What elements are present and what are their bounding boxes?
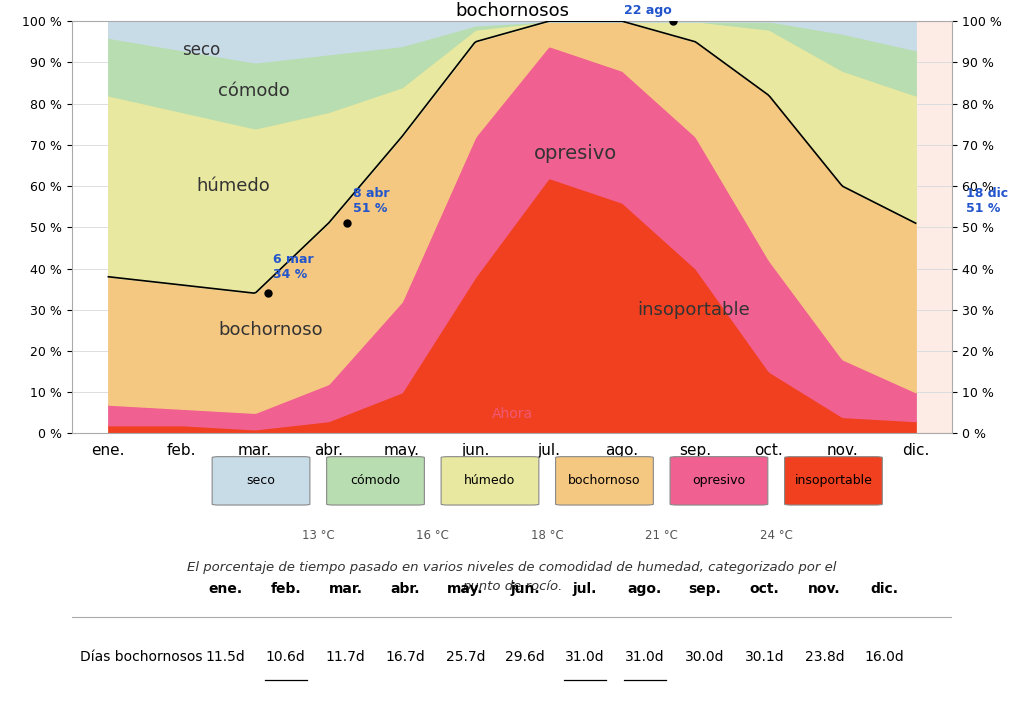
Text: cómodo: cómodo [350, 474, 400, 487]
Text: 24 °C: 24 °C [760, 529, 793, 542]
Text: mar.: mar. [329, 582, 362, 596]
Text: sep.: sep. [688, 582, 721, 596]
Text: 8 abr
51 %: 8 abr 51 % [352, 187, 389, 215]
Text: 16.0d: 16.0d [864, 650, 904, 665]
Text: 25.7d: 25.7d [445, 650, 485, 665]
Text: 23.8d: 23.8d [805, 650, 845, 665]
Text: cómodo: cómodo [218, 82, 290, 100]
Text: 18 °C: 18 °C [530, 529, 563, 542]
Text: bochornoso: bochornoso [218, 322, 324, 339]
Text: abr.: abr. [391, 582, 420, 596]
Text: opresivo: opresivo [692, 474, 745, 487]
Text: seco: seco [247, 474, 275, 487]
Text: húmedo: húmedo [197, 177, 270, 195]
Text: ene.: ene. [209, 582, 243, 596]
Text: ago.: ago. [628, 582, 663, 596]
Text: insoportable: insoportable [795, 474, 872, 487]
FancyBboxPatch shape [327, 457, 424, 505]
Text: 13 °C: 13 °C [302, 529, 335, 542]
Text: 18 dic
51 %: 18 dic 51 % [966, 187, 1008, 215]
Text: nov.: nov. [808, 582, 841, 596]
Text: 29.6d: 29.6d [505, 650, 545, 665]
Title: bochornosos: bochornosos [455, 1, 569, 20]
Bar [329, 21, 989, 433]
Text: jun.: jun. [510, 582, 540, 596]
Text: feb.: feb. [270, 582, 301, 596]
Text: 30.0d: 30.0d [685, 650, 725, 665]
Text: 16.7d: 16.7d [386, 650, 425, 665]
Text: 11.7d: 11.7d [326, 650, 366, 665]
Text: 31.0d: 31.0d [565, 650, 605, 665]
Text: jul.: jul. [572, 582, 597, 596]
Text: 11.5d: 11.5d [206, 650, 246, 665]
Text: 100 %
22 ago: 100 % 22 ago [624, 0, 672, 17]
Text: 30.1d: 30.1d [744, 650, 784, 665]
Text: El porcentaje de tiempo pasado en varios niveles de comodidad de humedad, catego: El porcentaje de tiempo pasado en varios… [187, 561, 837, 592]
Text: 6 mar
34 %: 6 mar 34 % [273, 253, 314, 281]
Text: may.: may. [447, 582, 483, 596]
Text: seco: seco [182, 41, 220, 59]
FancyBboxPatch shape [670, 457, 768, 505]
FancyBboxPatch shape [212, 457, 310, 505]
Text: 31.0d: 31.0d [626, 650, 665, 665]
Text: insoportable: insoportable [637, 300, 750, 319]
Text: oct.: oct. [750, 582, 779, 596]
Text: opresivo: opresivo [535, 144, 617, 163]
Text: 16 °C: 16 °C [417, 529, 450, 542]
FancyBboxPatch shape [556, 457, 653, 505]
Text: bochornoso: bochornoso [568, 474, 641, 487]
FancyBboxPatch shape [784, 457, 883, 505]
Text: Ahora: Ahora [492, 407, 532, 421]
Text: Días bochornosos: Días bochornosos [81, 650, 203, 665]
FancyBboxPatch shape [441, 457, 539, 505]
Text: 21 °C: 21 °C [645, 529, 678, 542]
Text: húmedo: húmedo [464, 474, 516, 487]
Text: 10.6d: 10.6d [266, 650, 305, 665]
Text: dic.: dic. [870, 582, 898, 596]
